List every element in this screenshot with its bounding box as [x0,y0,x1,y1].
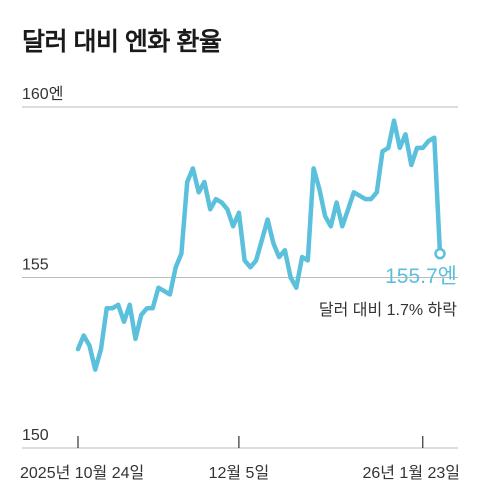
y-tick-label: 155 [22,257,49,274]
data-point [168,292,172,296]
data-point [87,344,91,348]
data-point [150,306,154,310]
data-point [162,289,166,293]
data-point [306,258,310,262]
data-point [225,207,229,211]
x-tick-label: 12월 5일 [209,464,270,482]
data-point [110,306,114,310]
data-point [82,333,86,337]
data-point [93,367,97,371]
data-point [271,241,275,245]
data-point [265,217,269,221]
data-point [185,180,189,184]
data-point [311,166,315,170]
data-point [133,337,137,341]
change-note-label: 달러 대비 1.7% 하락 [319,301,457,319]
end-point-marker [434,247,446,260]
data-point [288,275,292,279]
data-point [369,197,373,201]
data-point [242,258,246,262]
data-point [191,166,195,170]
data-point [392,118,396,122]
data-point [409,163,413,167]
data-point [375,190,379,194]
data-point [334,200,338,204]
data-point [329,224,333,228]
data-point [248,265,252,269]
data-point [254,258,258,262]
data-point [340,224,344,228]
data-point [76,347,80,351]
data-point [139,313,143,317]
data-point [323,214,327,218]
data-point [208,207,212,211]
data-point [122,320,126,324]
data-point [202,180,206,184]
data-point [421,146,425,150]
data-point [403,132,407,136]
data-point [196,190,200,194]
data-point [219,200,223,204]
y-tick-label: 150 [22,427,49,444]
data-point [237,211,241,215]
data-point [173,265,177,269]
data-point [426,139,430,143]
data-point [260,238,264,242]
chart-title: 달러 대비 엔화 환율 [22,28,222,56]
data-point [231,224,235,228]
data-point [99,347,103,351]
data-point [156,286,160,290]
data-point [283,248,287,252]
data-point [386,146,390,150]
data-point [179,251,183,255]
data-point [352,190,356,194]
data-point [145,306,149,310]
y-tick-label: 160엔 [22,85,63,103]
data-point [214,197,218,201]
data-point [116,303,120,307]
data-point [317,187,321,191]
data-point [380,149,384,153]
x-tick-label: 2025년 10월 24일 [20,464,144,482]
data-point [346,207,350,211]
data-point [357,193,361,197]
data-point [432,135,436,139]
series-line [75,118,443,372]
data-point [363,197,367,201]
data-point [300,255,304,259]
data-point [105,306,109,310]
data-point [398,146,402,150]
end-value-label: 155.7엔 [385,265,457,288]
data-point [415,146,419,150]
x-tick-label: 26년 1월 23일 [362,464,460,482]
data-point [294,286,298,290]
data-point [277,255,281,259]
data-point [128,303,132,307]
